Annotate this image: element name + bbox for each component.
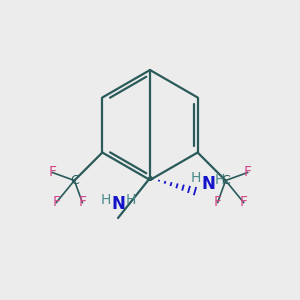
Text: N: N (111, 195, 125, 213)
Text: C: C (70, 174, 79, 187)
Text: F: F (244, 166, 252, 179)
Text: F: F (78, 196, 86, 209)
Text: N: N (201, 175, 215, 193)
Text: F: F (48, 166, 56, 179)
Text: F: F (240, 196, 248, 209)
Text: F: F (52, 196, 60, 209)
Text: F: F (214, 196, 222, 209)
Text: H: H (191, 171, 201, 185)
Text: H: H (126, 193, 136, 207)
Text: C: C (221, 174, 230, 187)
Text: H: H (101, 193, 111, 207)
Text: H: H (215, 173, 225, 187)
